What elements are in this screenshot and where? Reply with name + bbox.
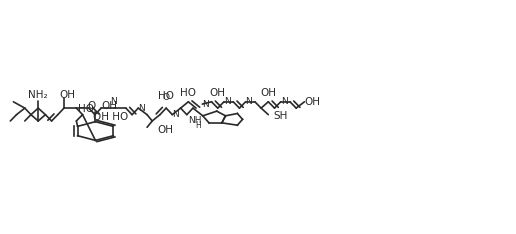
Text: OH: OH: [101, 102, 117, 111]
Text: OH: OH: [260, 88, 277, 98]
Text: N: N: [172, 110, 179, 119]
Text: OH HO: OH HO: [93, 113, 128, 122]
Text: N: N: [138, 104, 145, 113]
Text: OH: OH: [59, 90, 75, 100]
Text: NH₂: NH₂: [28, 90, 48, 100]
Text: O: O: [88, 102, 96, 111]
Text: N: N: [202, 100, 209, 109]
Text: N: N: [110, 98, 117, 106]
Text: N: N: [281, 97, 287, 106]
Text: HO: HO: [180, 88, 197, 98]
Text: OH: OH: [157, 125, 173, 135]
Text: H: H: [196, 121, 201, 130]
Text: HO: HO: [78, 104, 94, 114]
Text: OH: OH: [209, 88, 226, 98]
Text: N: N: [224, 97, 231, 106]
Text: NH: NH: [188, 116, 201, 125]
Text: HO: HO: [158, 91, 174, 101]
Text: O: O: [163, 93, 170, 102]
Text: OH: OH: [304, 97, 320, 107]
Text: SH: SH: [273, 111, 288, 121]
Text: N: N: [246, 97, 252, 106]
